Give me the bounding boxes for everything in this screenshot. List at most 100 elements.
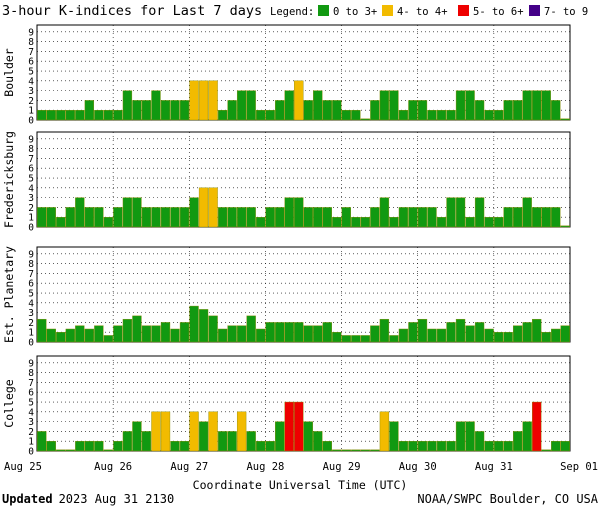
y-tick-label: 0	[28, 447, 34, 458]
k-index-bar	[103, 110, 114, 121]
k-index-bar	[446, 322, 456, 343]
k-index-bar	[484, 441, 494, 452]
panel-frame	[36, 24, 571, 121]
k-index-bar	[198, 309, 209, 343]
k-index-bar	[560, 225, 570, 228]
legend-entry-label: 0 to 3+	[333, 6, 377, 18]
k-index-bar	[560, 325, 570, 343]
k-index-bar	[56, 110, 66, 121]
k-index-bar	[170, 328, 180, 343]
k-index-bar	[141, 207, 152, 228]
k-index-bar	[179, 441, 190, 452]
y-tick-label: 5	[28, 174, 34, 185]
k-index-bar	[160, 411, 171, 452]
k-index-bar	[427, 328, 437, 343]
k-index-bar	[512, 207, 523, 228]
k-index-bar	[284, 401, 294, 452]
x-tick-label: Aug 31	[475, 461, 513, 473]
k-index-bar	[94, 207, 104, 228]
y-tick-label: 7	[28, 154, 34, 165]
k-index-bar	[141, 100, 152, 121]
k-index-bar	[65, 207, 75, 228]
x-tick-label: Aug 26	[94, 461, 132, 473]
k-index-bar	[84, 207, 95, 228]
k-index-bar	[284, 322, 294, 343]
k-index-bar	[141, 325, 152, 343]
k-index-bar	[113, 207, 123, 228]
legend: Legend: 0 to 3+ 4- to 4+ 5- to 6+ 7- to 9	[270, 5, 588, 18]
y-tick-label: 0	[28, 338, 34, 349]
k-index-bar	[246, 207, 256, 228]
k-index-bar	[493, 217, 504, 228]
k-index-bar	[408, 322, 418, 343]
updated-text: Updated 2023 Aug 31 2130	[2, 492, 174, 506]
k-index-bar	[94, 325, 104, 343]
k-index-bar	[179, 322, 190, 343]
y-tick-label: 9	[28, 249, 34, 260]
k-index-bar	[360, 449, 371, 452]
k-index-bar	[227, 325, 237, 343]
k-index-bar	[170, 441, 180, 452]
k-index-bar	[503, 332, 513, 343]
k-index-bar	[465, 90, 475, 121]
k-index-bar	[236, 411, 247, 452]
k-index-bar	[436, 328, 447, 343]
k-index-bar	[522, 90, 532, 121]
y-tick-label: 6	[28, 164, 34, 175]
k-index-bar	[522, 322, 532, 343]
k-index-bar	[113, 441, 123, 452]
k-index-bar	[217, 431, 228, 452]
legend-label: Legend:	[270, 6, 314, 18]
k-index-bar	[217, 328, 228, 343]
legend-entry-label: 7- to 9	[544, 6, 588, 18]
k-index-bar	[408, 441, 418, 452]
y-tick-label: 8	[28, 144, 34, 155]
k-index-bar	[170, 100, 180, 121]
y-tick-label: 5	[28, 289, 34, 300]
y-tick-label: 9	[28, 134, 34, 145]
k-index-bar	[455, 90, 466, 121]
k-index-bar	[275, 100, 285, 121]
k-index-bar	[446, 197, 456, 228]
updated-value: 2023 Aug 31 2130	[59, 492, 175, 506]
y-tick-label: 4	[28, 76, 34, 87]
k-index-bar	[37, 110, 47, 121]
k-index-bar	[151, 411, 161, 452]
x-axis-label: Coordinate Universal Time (UTC)	[193, 478, 408, 492]
x-axis: Aug 25 Aug 26 Aug 27 Aug 28 Aug 29 Aug 30 Aug …	[4, 461, 598, 473]
y-tick-label: 0	[28, 223, 34, 234]
k-index-bar	[103, 449, 114, 452]
k-index-bar	[198, 80, 209, 121]
k-index-bar	[294, 401, 304, 452]
k-index-bar	[151, 207, 161, 228]
k-index-bar	[294, 322, 304, 343]
y-tick-label: 7	[28, 47, 34, 58]
k-index-bar	[560, 118, 570, 121]
chart-title: 3-hour K-indices for Last 7 days	[2, 3, 262, 19]
k-index-bar	[303, 100, 313, 121]
k-index-bar	[94, 110, 104, 121]
k-index-bar	[198, 187, 209, 228]
k-index-bar	[122, 90, 133, 121]
k-index-bar	[493, 332, 504, 343]
k-index-bar	[474, 322, 485, 343]
k-index-bar	[313, 431, 323, 452]
k-index-bar	[236, 90, 247, 121]
k-index-bar	[474, 197, 485, 228]
k-index-bar	[46, 328, 56, 343]
k-index-bar	[560, 441, 570, 452]
k-index-bar	[46, 441, 56, 452]
k-index-bar	[208, 80, 218, 121]
k-index-bar	[379, 411, 390, 452]
k-index-bar	[370, 100, 380, 121]
x-tick-label: Aug 25	[4, 461, 42, 473]
k-index-bar	[284, 90, 294, 121]
k-index-bar	[541, 207, 551, 228]
k-index-bar	[151, 90, 161, 121]
k-index-bar	[522, 421, 532, 452]
y-tick-label: 3	[28, 86, 34, 97]
k-index-bar	[503, 207, 513, 228]
k-index-bar	[84, 100, 95, 121]
k-index-bar	[541, 90, 551, 121]
